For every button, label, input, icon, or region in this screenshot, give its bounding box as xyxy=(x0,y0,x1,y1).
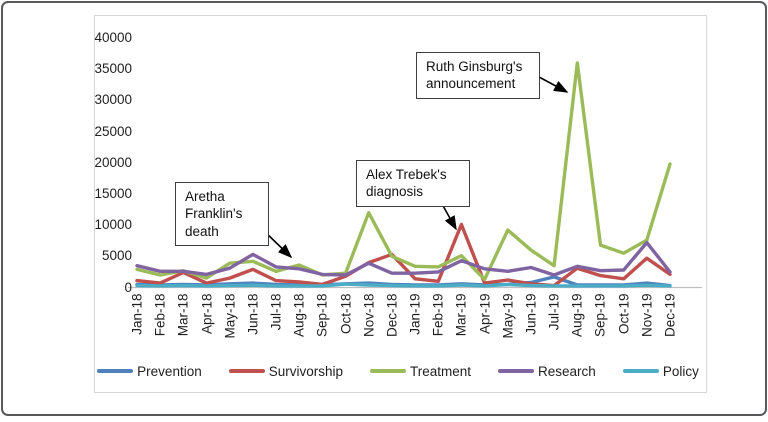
x-tick-label-jan-19: Jan-19 xyxy=(407,293,423,335)
x-tick-label-dec-18: Dec-18 xyxy=(384,293,400,338)
x-tick-label-apr-18: Apr-18 xyxy=(199,293,215,335)
annotation-alex-trebek: Alex Trebek's diagnosis xyxy=(356,160,470,207)
legend-item-research: Research xyxy=(498,364,596,379)
y-tick-label-0: 0 xyxy=(124,279,132,295)
x-tick-label-feb-18: Feb-18 xyxy=(152,293,168,337)
legend-label-prevention: Prevention xyxy=(137,363,202,379)
x-tick-label-dec-19: Dec-19 xyxy=(662,293,678,338)
series-line-policy xyxy=(135,282,672,288)
x-tick-label-mar-19: Mar-19 xyxy=(453,293,469,337)
y-tick-label-25000: 25000 xyxy=(94,123,132,139)
legend-label-policy: Policy xyxy=(662,363,699,379)
legend-label-research: Research xyxy=(538,363,596,379)
x-tick-label-aug-18: Aug-18 xyxy=(291,293,307,338)
legend-item-survivorship: Survivorship xyxy=(228,363,343,379)
legend-swatch-research xyxy=(498,369,535,373)
y-tick-label-20000: 20000 xyxy=(94,154,132,170)
x-tick-label-apr-19: Apr-19 xyxy=(477,293,493,335)
annotation-ruth-ginsburg: Ruth Ginsburg's announcement xyxy=(416,52,540,99)
x-tick-label-may-19: May-19 xyxy=(500,293,516,339)
legend-item-policy: Policy xyxy=(622,363,699,379)
series-line-treatment xyxy=(135,61,672,282)
x-tick-label-oct-18: Oct-18 xyxy=(338,293,354,335)
legend-swatch-treatment xyxy=(370,369,406,373)
x-tick-label-oct-19: Oct-19 xyxy=(616,293,632,335)
x-tick-label-sep-19: Sep-19 xyxy=(592,293,608,338)
x-tick-label-jul-19: Jul-19 xyxy=(546,293,562,331)
x-tick-label-jun-18: Jun-18 xyxy=(245,293,261,335)
legend-item-treatment: Treatment xyxy=(370,364,471,379)
ginsburg-arrow xyxy=(538,76,569,93)
y-tick-label-30000: 30000 xyxy=(94,92,132,108)
x-tick-label-may-18: May-18 xyxy=(222,293,238,339)
x-tick-label-feb-19: Feb-19 xyxy=(430,293,446,337)
y-tick-label-35000: 35000 xyxy=(94,61,132,77)
legend-swatch-prevention xyxy=(97,369,134,373)
y-tick-label-40000: 40000 xyxy=(94,30,132,45)
legend-swatch-survivorship xyxy=(228,369,265,373)
legend-item-prevention: Prevention xyxy=(97,364,202,379)
x-tick-label-jun-19: Jun-19 xyxy=(523,293,539,335)
y-tick-label-15000: 15000 xyxy=(94,185,132,201)
x-tick-label-aug-19: Aug-19 xyxy=(569,293,585,338)
x-tick-label-sep-18: Sep-18 xyxy=(314,293,330,338)
x-tick-label-nov-18: Nov-18 xyxy=(361,293,377,338)
x-tick-label-mar-18: Mar-18 xyxy=(175,293,191,337)
legend-swatch-policy xyxy=(622,369,659,373)
y-tick-label-10000: 10000 xyxy=(94,217,132,233)
series-line-research xyxy=(135,240,672,277)
annotation-aretha-franklin: Aretha Franklin's death xyxy=(175,182,269,246)
series-line-survivorship xyxy=(135,222,672,288)
trebek-arrow xyxy=(441,203,457,231)
chart-legend: Prevention Survivorship Treatment Research P… xyxy=(88,358,708,384)
legend-label-treatment: Treatment xyxy=(410,363,472,379)
y-tick-label-5000: 5000 xyxy=(101,248,132,264)
x-tick-label-nov-19: Nov-19 xyxy=(639,293,655,338)
legend-label-survivorship: Survivorship xyxy=(268,363,343,379)
x-tick-label-jul-18: Jul-18 xyxy=(268,293,284,331)
x-tick-label-jan-18: Jan-18 xyxy=(129,293,145,335)
